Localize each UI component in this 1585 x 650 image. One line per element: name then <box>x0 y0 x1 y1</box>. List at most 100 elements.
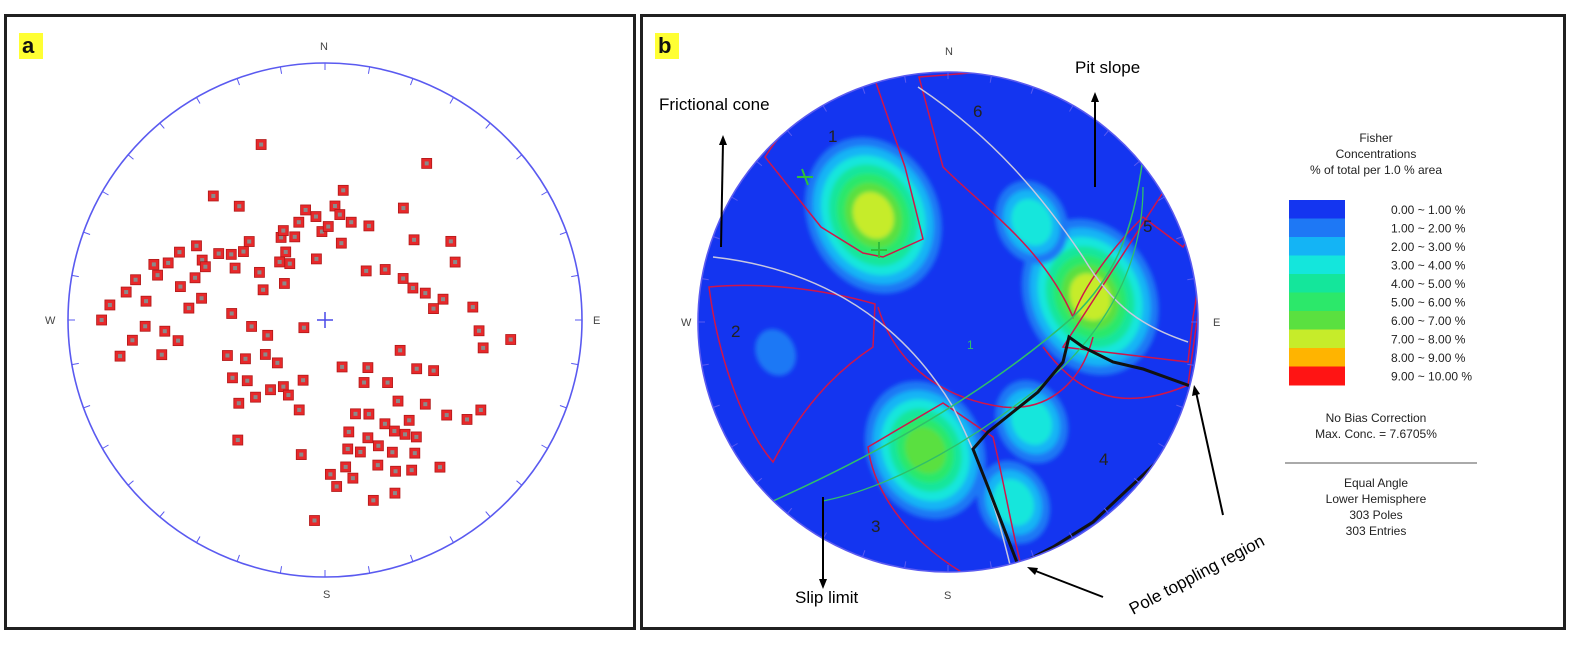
legend-projection-1: Equal Angle <box>1344 476 1408 490</box>
pole-marker <box>293 404 305 416</box>
contour-field <box>698 72 1198 572</box>
pole-marker <box>390 465 401 477</box>
pole-marker <box>284 258 296 270</box>
pole-marker <box>96 314 107 326</box>
pole-marker <box>392 395 404 407</box>
legend-bias: No Bias Correction <box>1326 411 1427 425</box>
concentration-peak <box>864 380 986 520</box>
pole-marker <box>213 248 225 259</box>
pole-marker <box>362 432 374 444</box>
annotation-pole-toppling: Pole toppling region <box>1126 531 1268 618</box>
pole-marker <box>441 409 453 421</box>
legend-bin: 3.00 ~ 4.00 % <box>1289 255 1466 275</box>
pole-marker <box>467 301 479 313</box>
pole-marker <box>379 264 391 275</box>
pole-marker <box>309 515 320 526</box>
legend-projection-4: 303 Entries <box>1346 524 1407 538</box>
annotation-arrows <box>719 92 1224 598</box>
pole-marker <box>389 487 401 499</box>
pole-marker <box>367 494 379 506</box>
pole-marker <box>347 472 359 484</box>
pole-marker <box>340 461 352 473</box>
pole-marker <box>222 350 233 361</box>
legend-title-1: Fisher <box>1359 131 1392 145</box>
pole-marker <box>342 443 354 455</box>
pole-marker <box>407 282 419 294</box>
panel-b: b 1 N S W E 1 2 <box>640 14 1566 630</box>
pole-marker <box>449 256 461 268</box>
region-label-1: 1 <box>828 127 837 146</box>
pole-marker <box>335 237 347 249</box>
pole-marker <box>277 225 289 236</box>
legend: Fisher Concentrations % of total per 1.0… <box>1285 131 1477 538</box>
center-cross <box>317 312 333 328</box>
legend-bin: 5.00 ~ 6.00 % <box>1289 292 1466 312</box>
legend-title-2: Concentrations <box>1336 147 1417 161</box>
legend-bin: 0.00 ~ 1.00 % <box>1289 200 1466 219</box>
pole-marker <box>403 414 415 426</box>
legend-bin: 9.00 ~ 10.00 % <box>1289 366 1472 386</box>
region-label-2: 2 <box>731 322 740 341</box>
pole-marker <box>419 398 431 410</box>
pole-marker <box>104 299 116 311</box>
pole-marker <box>473 325 485 337</box>
panel-label-a: a <box>22 33 35 58</box>
pole-marker <box>254 266 265 278</box>
pole-marker <box>295 449 307 460</box>
pole-marker <box>120 286 132 298</box>
pole-marker <box>298 322 310 334</box>
center-mark: 1 <box>967 338 974 352</box>
pole-marker <box>189 272 201 284</box>
pole-marker <box>475 404 487 416</box>
pole-marker <box>257 284 269 296</box>
pole-marker <box>233 397 245 409</box>
pole-marker <box>114 350 126 362</box>
svg-text:1.00 ~ 2.00 %: 1.00 ~ 2.00 % <box>1391 222 1466 236</box>
pole-marker <box>322 221 334 232</box>
pole-marker <box>445 235 457 247</box>
pole-marker <box>279 278 290 289</box>
region-label-6: 6 <box>973 102 982 121</box>
svg-text:8.00 ~ 9.00 %: 8.00 ~ 9.00 % <box>1391 351 1466 365</box>
pole-marker <box>345 216 357 228</box>
net-ticks <box>68 63 582 577</box>
pole-marker <box>262 329 274 341</box>
panel-a: a N S W E <box>4 14 636 630</box>
region-label-5: 5 <box>1143 217 1152 236</box>
concentration-peak <box>995 379 1069 464</box>
pole-marker <box>363 220 375 232</box>
pole-marker <box>199 261 211 273</box>
label-west-b: W <box>681 317 692 329</box>
pole-marker <box>382 377 393 388</box>
label-west: W <box>45 315 56 327</box>
pole-marker <box>152 269 163 281</box>
pole-marker <box>255 139 267 150</box>
pole-marker <box>461 414 473 425</box>
pole-marker <box>331 481 343 492</box>
pole-marker <box>293 216 305 228</box>
pole-marker <box>226 308 238 319</box>
pole-marker <box>156 349 168 361</box>
pole-markers <box>96 139 517 526</box>
pole-marker <box>386 446 398 458</box>
pole-marker <box>397 202 409 214</box>
pole-marker <box>274 256 286 268</box>
pole-marker <box>437 293 449 305</box>
label-south-b: S <box>944 590 951 602</box>
pole-marker <box>225 248 237 260</box>
concentration-peak <box>804 137 942 294</box>
pole-marker <box>334 209 346 220</box>
pole-marker <box>336 361 348 373</box>
annotation-slip-limit: Slip limit <box>795 588 859 607</box>
pole-marker <box>408 234 420 246</box>
region-label-4: 4 <box>1099 450 1108 469</box>
legend-projection-2: Lower Hemisphere <box>1326 492 1427 506</box>
pole-marker <box>397 273 409 284</box>
pole-marker <box>409 447 421 459</box>
pole-marker <box>477 342 489 354</box>
pole-marker <box>207 190 219 202</box>
legend-bin: 6.00 ~ 7.00 % <box>1289 311 1466 330</box>
pole-marker <box>191 240 202 252</box>
legend-bin: 8.00 ~ 9.00 % <box>1289 348 1466 367</box>
pole-marker <box>337 184 349 196</box>
